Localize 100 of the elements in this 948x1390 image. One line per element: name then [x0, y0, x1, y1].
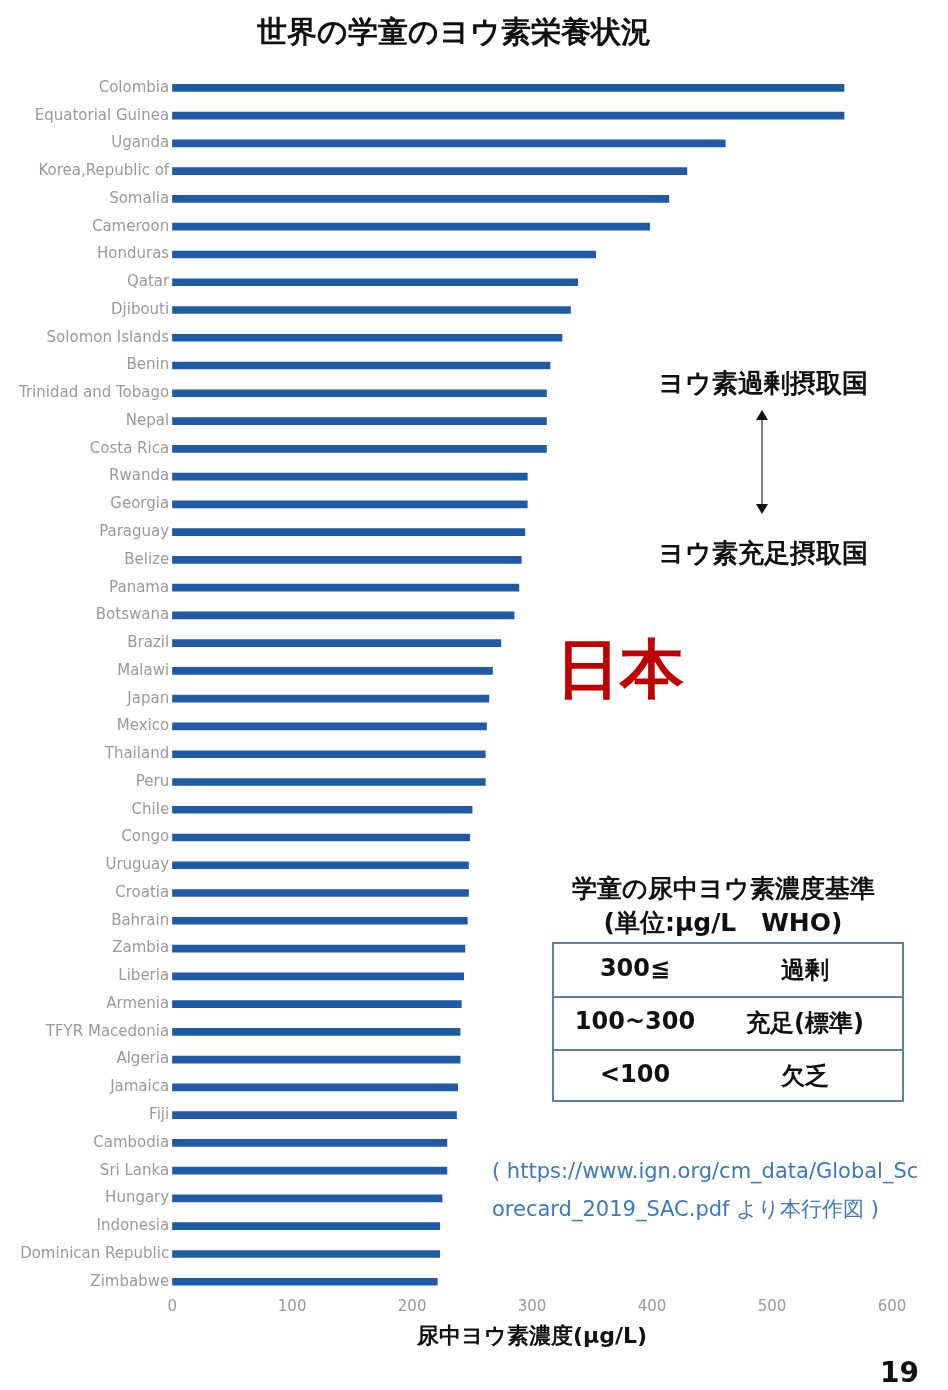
bar	[172, 167, 688, 175]
bar	[172, 639, 502, 647]
y-tick-label: Costa Rica	[89, 438, 170, 457]
y-tick-label: Benin	[126, 355, 170, 374]
text: 19	[880, 1356, 919, 1389]
bar	[172, 139, 726, 148]
y-tick-label: Equatorial Guinea	[34, 105, 170, 124]
x-tick-label: 400	[637, 1297, 667, 1316]
bar	[172, 944, 466, 953]
bar	[172, 556, 522, 564]
y-tick-label: Georgia	[110, 494, 170, 513]
y-tick-label: Algeria	[116, 1049, 170, 1068]
y-tick-label: Korea,Republic of	[38, 161, 170, 180]
annotation: 過剰	[780, 955, 830, 986]
bar	[172, 444, 547, 453]
x-tick-label: 0	[167, 1297, 177, 1316]
y-tick-label: Malawi	[117, 660, 170, 679]
y-tick-label: Dominican Republic	[20, 1243, 170, 1262]
y-tick-label: Qatar	[126, 272, 170, 291]
y-tick-label: Zimbabwe	[90, 1271, 170, 1290]
x-axis-title: 尿中ヨウ素濃度(μg/L)	[416, 1322, 648, 1348]
annotation: (単位:μg/L WHO)	[602, 907, 844, 939]
bar	[172, 361, 551, 370]
annotation: <100	[598, 1060, 672, 1088]
y-tick-label: Cameroon	[91, 216, 170, 235]
y-tick-label: Panama	[109, 577, 170, 596]
bar	[172, 1083, 459, 1092]
bar	[172, 778, 486, 786]
annotation: 学童の尿中ヨウ素濃度基準	[570, 873, 876, 905]
y-tick-label: Armenia	[106, 993, 170, 1012]
bar	[172, 84, 845, 92]
bar	[172, 583, 520, 592]
bar	[172, 722, 487, 731]
y-tick-label: Jamaica	[109, 1077, 170, 1096]
y-tick-label: Chile	[131, 799, 170, 818]
y-tick-label: Belize	[124, 549, 170, 568]
bar	[172, 1111, 457, 1119]
annotation: 充足(標準)	[745, 1008, 865, 1039]
bar	[172, 972, 465, 981]
y-tick-label: Colombia	[98, 77, 170, 96]
y-tick-label: Croatia	[115, 882, 170, 901]
annotation: ヨウ素過剰摂取国	[657, 367, 869, 400]
bar	[172, 833, 471, 842]
bar	[172, 528, 526, 536]
y-tick-label: Paraguay	[99, 521, 170, 540]
bar	[172, 1250, 441, 1258]
bar	[172, 472, 528, 481]
bar	[172, 278, 578, 287]
bar	[172, 611, 515, 620]
y-tick-label: Sri Lanka	[99, 1160, 170, 1179]
bar	[172, 694, 490, 703]
bar	[172, 417, 547, 425]
y-tick-label: Congo	[121, 827, 170, 846]
y-tick-label: Fiji	[149, 1105, 170, 1124]
y-tick-label: Trinidad and Tobago	[17, 383, 170, 402]
y-tick-label: Hungary	[105, 1188, 170, 1207]
y-tick-label: Somalia	[109, 188, 170, 207]
bar	[172, 1139, 448, 1147]
x-tick-label: 300	[517, 1297, 547, 1316]
x-tick-label: 500	[757, 1297, 787, 1316]
annotation: ( https://www.ign.org/cm_data/Global_Scorecard_2019_SAC.pdf より本行作図 )	[492, 1158, 920, 1224]
y-tick-label: Peru	[135, 771, 170, 790]
bar	[172, 805, 473, 814]
y-tick-label: Botswana	[95, 605, 170, 624]
bar	[172, 389, 547, 398]
y-tick-label: Brazil	[127, 633, 170, 652]
y-tick-label: Uruguay	[105, 855, 170, 874]
y-tick-label: Bahrain	[111, 910, 170, 929]
x-tick-label: 100	[277, 1297, 307, 1316]
annotation: 日本	[556, 631, 684, 708]
y-tick-label: Honduras	[96, 244, 170, 263]
annotation: 欠乏	[780, 1061, 830, 1092]
y-tick-label: Mexico	[116, 716, 170, 735]
annotation: ヨウ素充足摂取国	[657, 537, 869, 570]
y-tick-label: Rwanda	[109, 466, 170, 485]
y-tick-label: TFYR Macedonia	[44, 1021, 170, 1040]
bar	[172, 750, 486, 759]
bar	[172, 916, 468, 925]
y-tick-label: Nepal	[125, 410, 170, 429]
bar	[172, 306, 571, 314]
bar	[172, 1166, 448, 1175]
bar	[172, 1055, 461, 1064]
bar	[172, 1194, 443, 1203]
x-tick-label: 600	[877, 1297, 907, 1316]
bar	[172, 1222, 441, 1231]
bar	[172, 333, 563, 342]
bar	[172, 1000, 462, 1008]
x-tick-label: 200	[397, 1297, 427, 1316]
bar	[172, 1277, 438, 1286]
y-tick-label: Solomon Islands	[46, 327, 170, 346]
y-tick-label: Indonesia	[96, 1216, 170, 1235]
bar	[172, 250, 596, 259]
y-tick-label: Cambodia	[93, 1132, 170, 1151]
bar	[172, 111, 845, 120]
annotation: 300≦	[598, 954, 672, 982]
bar	[172, 889, 469, 897]
bar	[172, 1028, 461, 1036]
bar	[172, 500, 528, 509]
bar	[172, 222, 650, 231]
bar	[172, 195, 670, 203]
